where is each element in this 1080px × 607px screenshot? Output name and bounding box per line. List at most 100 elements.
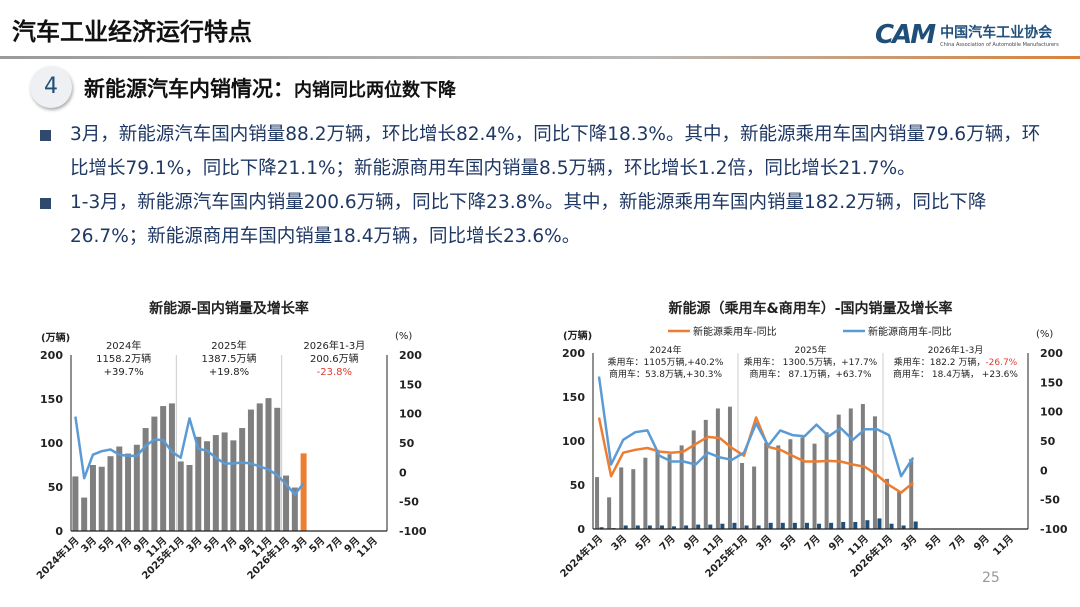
year-annotation: 200.6万辆 xyxy=(310,352,359,365)
year-annotation: 商用车： 87.1万辆，+63.7% xyxy=(749,368,871,380)
right-tick-label: 50 xyxy=(399,437,415,450)
bullet-list: 3月，新能源汽车国内销量88.2万辆，环比增长82.4%，同比下降18.3%。其… xyxy=(40,118,1050,254)
bullet-text: 1-3月，新能源汽车国内销量200.6万辆，同比下降23.8%。其中，新能源乘用… xyxy=(70,192,987,247)
passenger-bar xyxy=(764,442,769,529)
negative-growth: -26.7% xyxy=(985,358,1017,368)
x-tick-label: 3月 xyxy=(609,533,629,553)
commercial-bar xyxy=(780,522,785,529)
passenger-bar xyxy=(800,437,805,529)
right-tick-label: 0 xyxy=(399,466,407,479)
commercial-bar xyxy=(684,525,689,529)
passenger-bar xyxy=(897,492,902,529)
year-annotation: 2024年 xyxy=(650,344,682,356)
left-tick-label: 50 xyxy=(570,479,586,492)
passenger-bar xyxy=(691,430,696,529)
passenger-bar xyxy=(715,408,720,529)
x-tick-label: 3月 xyxy=(899,533,919,553)
growth-line xyxy=(74,416,305,496)
left-tick-label: 50 xyxy=(48,481,64,494)
year-annotation: +39.7% xyxy=(104,367,144,378)
commercial-bar xyxy=(841,521,846,529)
bar xyxy=(247,409,254,531)
commercial-bar xyxy=(672,526,677,529)
passenger-bar xyxy=(885,478,890,529)
x-tick-label: 5月 xyxy=(923,533,943,553)
x-tick-label: 9月 xyxy=(826,533,846,553)
x-tick-label: 5月 xyxy=(633,533,653,553)
bar xyxy=(274,407,281,531)
passenger-bar xyxy=(848,408,853,529)
bar xyxy=(265,398,272,531)
x-tick-label: 7月 xyxy=(802,533,822,553)
commercial-bar xyxy=(720,523,725,529)
bar xyxy=(89,465,96,531)
right-tick-label: 200 xyxy=(399,349,422,362)
right-tick-label: 150 xyxy=(399,378,422,391)
section-heading-main: 新能源汽车内销情况： xyxy=(84,77,294,101)
growth-line xyxy=(597,376,915,478)
right-axis-unit: (%) xyxy=(1036,329,1053,340)
legend-label: 新能源商用车-同比 xyxy=(868,325,952,338)
bullet-item: 3月，新能源汽车国内销量88.2万辆，环比增长82.4%，同比下降18.3%。其… xyxy=(40,118,1050,186)
commercial-bar xyxy=(696,524,701,529)
commercial-bar xyxy=(853,521,858,529)
left-tick-label: 200 xyxy=(562,347,585,360)
growth-line xyxy=(597,416,914,494)
x-tick-label: 7月 xyxy=(324,535,344,555)
passenger-bar xyxy=(643,457,648,529)
passenger-bar xyxy=(619,467,624,529)
commercial-bar xyxy=(756,525,761,529)
x-tick-label: 5月 xyxy=(201,535,221,555)
bar xyxy=(283,475,290,531)
bar xyxy=(300,453,307,531)
x-tick-label: 2024年1月 xyxy=(34,534,82,582)
year-annotation: 商用车：53.8万辆,+30.3% xyxy=(609,368,722,380)
right-tick-label: 0 xyxy=(1040,464,1048,477)
chart-total-domestic-sales: 新能源-国内销量及增长率 (万辆) (%) 0 50 100 150 200 -100 -50 0 5… xyxy=(34,300,427,582)
bar xyxy=(107,456,114,531)
left-axis-unit: (万辆) xyxy=(563,329,592,342)
right-tick-label: -50 xyxy=(1040,494,1060,507)
right-tick-label: 150 xyxy=(1040,376,1063,389)
year-annotation: 2025年 xyxy=(795,344,827,356)
x-tick-label: 7月 xyxy=(114,535,134,555)
year-annotation: 乘用车：1105万辆,+40.2% xyxy=(608,356,724,368)
passenger-bar xyxy=(836,414,841,529)
chart-passenger-commercial-sales: 新能源（乘用车&商用车）-国内销量及增长率 (万辆) (%) 0 50 100 150 200… xyxy=(557,300,1068,580)
passenger-bar xyxy=(655,449,660,529)
passenger-bar xyxy=(607,497,612,529)
commercial-bar xyxy=(817,523,822,529)
left-tick-label: 150 xyxy=(562,391,585,404)
x-tick-label: 3月 xyxy=(754,533,774,553)
left-tick-label: 0 xyxy=(55,525,63,538)
right-tick-label: 100 xyxy=(399,408,422,421)
passenger-bar xyxy=(812,443,817,529)
bar xyxy=(160,406,167,531)
bar xyxy=(239,428,246,531)
year-annotation: 乘用车： 1300.5万辆，+17.7% xyxy=(744,356,878,368)
x-tick-label: 3月 xyxy=(184,535,204,555)
right-tick-label: -100 xyxy=(1040,523,1068,536)
bar xyxy=(177,461,184,531)
x-tick-label: 9月 xyxy=(971,533,991,553)
x-tick-label: 7月 xyxy=(219,535,239,555)
x-tick-label: 5月 xyxy=(307,535,327,555)
year-annotation: +19.8% xyxy=(209,367,249,378)
bar xyxy=(125,453,132,531)
year-annotation: 2026年1-3月 xyxy=(928,344,984,356)
year-annotation: 1158.2万辆 xyxy=(96,352,151,365)
x-tick-label: 11月 xyxy=(355,535,380,560)
right-axis-unit: (%) xyxy=(395,331,412,342)
passenger-bar xyxy=(909,458,914,529)
x-tick-label: 5月 xyxy=(96,535,116,555)
left-tick-label: 0 xyxy=(577,523,585,536)
logo-cn: 中国汽车工业协会 xyxy=(940,25,1053,41)
commercial-bar xyxy=(708,524,713,529)
commercial-bar xyxy=(829,522,834,529)
bar xyxy=(230,440,237,531)
bar xyxy=(142,428,149,531)
commercial-bar xyxy=(865,520,870,529)
right-tick-label: 200 xyxy=(1040,347,1063,360)
slide-title: 汽车工业经济运行特点 xyxy=(12,18,252,46)
bullet-text: 3月，新能源汽车国内销量88.2万辆，环比增长82.4%，同比下降18.3%。其… xyxy=(70,124,1041,179)
